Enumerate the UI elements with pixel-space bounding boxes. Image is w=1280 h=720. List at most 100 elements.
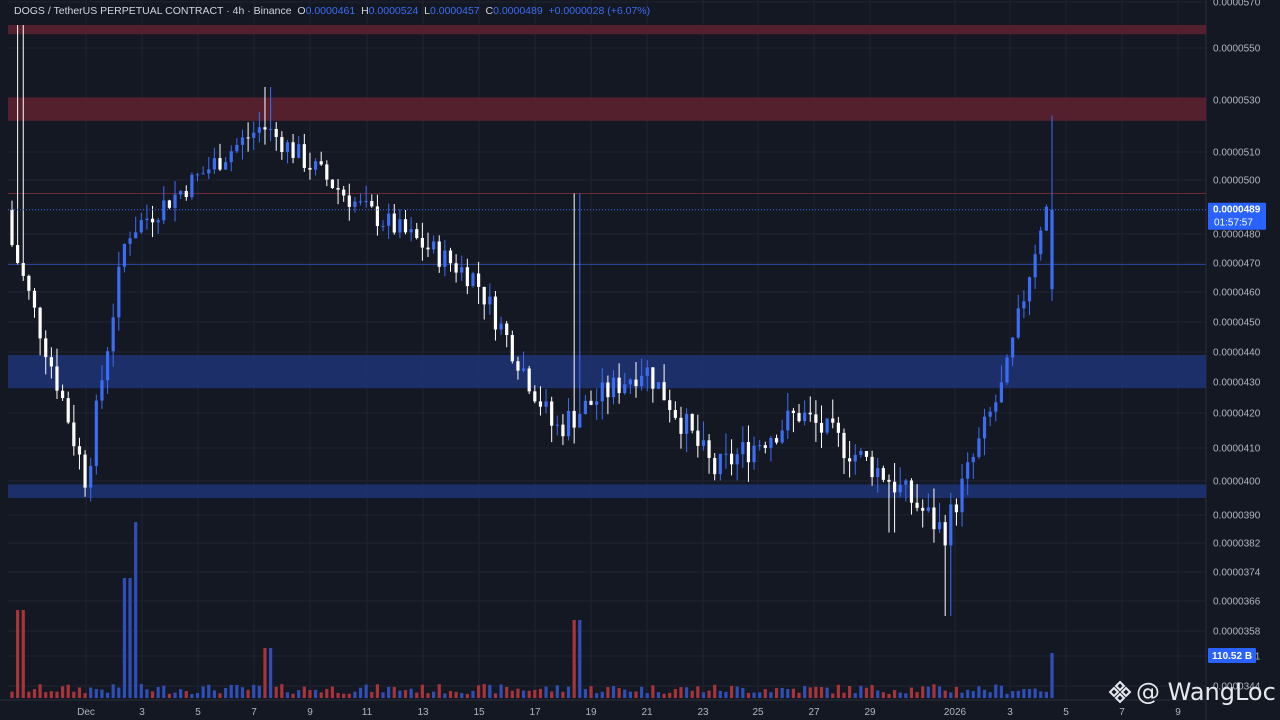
close-label: C <box>485 5 494 17</box>
volume-bar <box>336 692 340 698</box>
volume-bar <box>252 684 256 698</box>
time-tick-label: 9 <box>1175 707 1181 718</box>
candle-body <box>870 456 874 478</box>
candle-body <box>696 430 700 446</box>
volume-bar <box>263 648 267 698</box>
time-tick-label: 29 <box>864 707 876 718</box>
candle-body <box>44 338 48 358</box>
candle-body <box>516 361 520 371</box>
candle-body <box>246 137 250 139</box>
candle-body <box>966 462 970 479</box>
candle-body <box>229 151 233 163</box>
volume-bar <box>268 648 273 698</box>
candle-body <box>128 238 132 244</box>
candle-body <box>707 440 711 458</box>
volume-bar <box>819 686 824 698</box>
candle-body <box>527 368 531 392</box>
volume-bar <box>212 690 216 698</box>
volume-bar <box>235 685 239 698</box>
time-tick-label: 17 <box>529 707 541 718</box>
price-tick-label: 0.0000450 <box>1213 318 1261 329</box>
candle-body <box>89 465 93 488</box>
volume-bar <box>527 690 531 698</box>
time-tick-label: 3 <box>1007 707 1013 718</box>
volume-bar <box>387 686 391 698</box>
candle-body <box>544 401 548 407</box>
candle-body <box>780 430 784 443</box>
candle-body <box>94 400 98 466</box>
volume-bar <box>932 684 936 698</box>
price-tick-label: 0.0000358 <box>1213 627 1261 638</box>
volume-bar <box>297 690 301 698</box>
candle-body <box>684 413 689 434</box>
candle-body <box>471 273 475 287</box>
volume-bar <box>780 687 784 698</box>
symbol-header: DOGS / TetherUS PERPETUAL CONTRACT · 4h … <box>14 5 650 17</box>
volume-bar <box>246 689 250 698</box>
volume-bar <box>156 687 160 698</box>
volume-bar <box>566 686 571 698</box>
volume-bar <box>44 692 48 698</box>
candle-body <box>100 380 104 401</box>
watermark-text: @ WangLoc <box>1136 678 1276 706</box>
volume-bar <box>668 692 672 698</box>
volume-bar <box>218 693 222 698</box>
volume-bar <box>454 691 458 698</box>
volume-bar <box>398 690 402 698</box>
resistance-zone <box>8 97 1206 121</box>
volume-bar <box>656 692 661 698</box>
volume-bar <box>139 684 143 698</box>
candle-body <box>476 273 481 287</box>
candle-body <box>786 410 790 431</box>
price-tick-label: 0.0000500 <box>1213 176 1261 187</box>
candle-body <box>921 507 925 511</box>
volume-bar <box>280 684 284 698</box>
candle-body <box>173 194 177 208</box>
volume-bar <box>904 693 908 698</box>
candle-body <box>201 173 205 175</box>
candle-body <box>831 418 835 423</box>
volume-bar <box>1022 689 1026 698</box>
volume-bar <box>786 688 790 698</box>
volume-bar <box>600 691 604 698</box>
volume-bar <box>758 692 762 698</box>
volume-bar <box>915 692 919 698</box>
candle-body <box>167 200 172 208</box>
candle-body <box>409 229 413 233</box>
volume-bar <box>707 690 711 698</box>
volume-bar <box>10 691 14 698</box>
volume-bar <box>645 693 649 698</box>
volume-bar <box>27 691 31 698</box>
volume-bar <box>803 686 807 698</box>
candle-body <box>578 413 582 428</box>
candle-body <box>550 401 554 426</box>
volume-bar <box>460 693 464 698</box>
candle-body <box>117 266 121 318</box>
candle-body <box>729 453 734 465</box>
candle-body <box>207 169 211 174</box>
candle-body <box>926 507 930 511</box>
candle-body <box>66 398 70 423</box>
candle-body <box>769 437 773 448</box>
candle-body <box>370 201 374 207</box>
candle-body <box>465 267 469 287</box>
volume-bar <box>403 690 408 698</box>
volume-bar <box>353 691 357 698</box>
candle-body <box>398 219 402 233</box>
candle-body <box>83 454 87 488</box>
volume-bar <box>432 691 436 698</box>
volume-bar <box>274 686 278 698</box>
volume-bar <box>791 688 796 698</box>
time-tick-label: Dec <box>77 707 95 718</box>
volume-bar <box>72 691 76 698</box>
candle-body <box>640 375 644 387</box>
candle-body <box>595 401 599 405</box>
candle-body <box>538 401 543 407</box>
price-tick-label: 0.0000550 <box>1213 44 1261 55</box>
volume-bar <box>870 684 874 698</box>
candle-body <box>488 296 492 305</box>
candle-body <box>510 335 514 362</box>
volume-bar <box>769 692 773 698</box>
